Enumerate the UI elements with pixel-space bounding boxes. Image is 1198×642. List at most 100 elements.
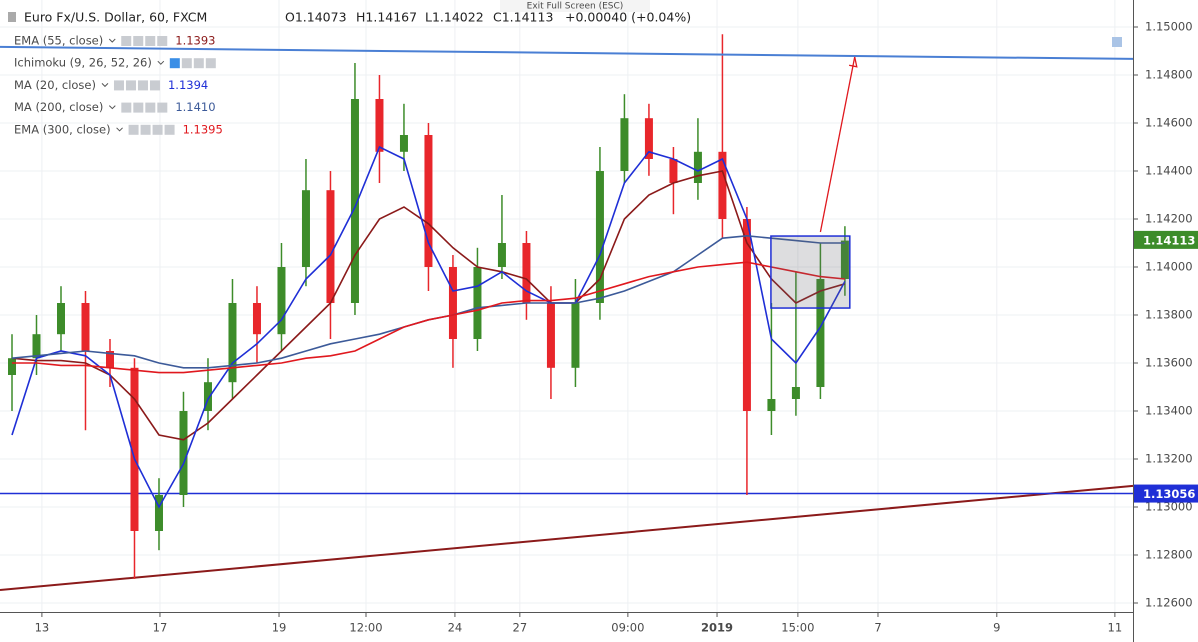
y-tick-label: 1.14400: [1145, 164, 1193, 178]
candle-body: [277, 267, 286, 335]
candle-body: [301, 190, 310, 267]
candle-body: [816, 279, 825, 387]
candle-body: [546, 303, 555, 368]
legend-icon[interactable]: [157, 36, 168, 46]
y-tick-label: 1.13200: [1145, 452, 1193, 466]
legend-icon[interactable]: [157, 102, 168, 113]
x-tick-label: 12:00: [349, 621, 382, 635]
legend-caret: [101, 83, 109, 88]
candle-body: [154, 495, 163, 531]
candle-body: [81, 303, 90, 351]
y-tick-label: 1.13800: [1145, 308, 1193, 322]
candle-body: [522, 243, 531, 303]
header: Euro Fx/U.S. Dollar, 60, FXCM O1.14073 H…: [8, 10, 691, 25]
arrow-head: [848, 56, 858, 68]
candle-body: [791, 387, 800, 399]
legend: EMA (55, close) 1.1393 Ichimoku (9, 26, 52…: [14, 34, 223, 137]
y-tick-label: 1.14000: [1145, 260, 1193, 274]
legend-icon[interactable]: [181, 58, 192, 69]
candle-body: [620, 118, 629, 171]
legend-icon[interactable]: [149, 80, 160, 91]
legend-icon[interactable]: [145, 102, 156, 113]
legend-icon[interactable]: [121, 102, 132, 113]
candle-body: [399, 135, 408, 152]
x-tick-label: 15:00: [781, 621, 814, 635]
y-tick-label: 1.12800: [1145, 548, 1193, 562]
x-tick-label: 19: [272, 621, 287, 635]
legend-icon[interactable]: [169, 58, 180, 69]
collapse-icon[interactable]: [8, 12, 16, 22]
legend-icon[interactable]: [145, 36, 156, 46]
ohlc-open: O1.14073: [285, 10, 347, 25]
legend-caret: [108, 38, 116, 43]
candle-body: [767, 399, 776, 411]
icon[interactable]: [1112, 37, 1122, 47]
candle-body: [840, 240, 849, 279]
candle-body: [571, 303, 580, 368]
candle-body: [32, 334, 41, 359]
legend-icon[interactable]: [193, 58, 204, 69]
y-tick-label: 1.14600: [1145, 116, 1193, 130]
candle-body: [424, 135, 433, 267]
indicator-line: [11, 170, 846, 441]
candle-body: [326, 190, 335, 303]
candle-body: [473, 267, 482, 339]
x-tick-label: 2019: [701, 621, 733, 635]
x-tick-label: 09:00: [611, 621, 644, 635]
legend-icon[interactable]: [128, 124, 139, 135]
legend-icon[interactable]: [125, 80, 136, 91]
y-tick-label: 1.13400: [1145, 404, 1193, 418]
arrow: [819, 56, 856, 233]
candle-body: [179, 411, 188, 495]
symbol-title: Euro Fx/U.S. Dollar, 60, FXCM: [24, 10, 207, 25]
candle-body: [8, 358, 17, 375]
y-tick-label: 1.15000: [1145, 20, 1193, 34]
legend-name: MA (200, close): [14, 100, 103, 114]
highlight-box: [770, 235, 851, 309]
legend-name: MA (20, close): [14, 78, 96, 92]
legend-icon[interactable]: [140, 124, 151, 135]
ohlc-change: +0.00040 (+0.04%): [565, 10, 691, 25]
legend-icon[interactable]: [133, 36, 144, 46]
candle-body: [252, 303, 261, 335]
x-tick-label: 9: [993, 621, 1000, 635]
x-tick-label: 27: [513, 621, 528, 635]
candle-body: [350, 99, 359, 303]
x-tick-label: 13: [35, 621, 50, 635]
notice-box[interactable]: [500, 0, 650, 12]
legend-icon[interactable]: [133, 102, 144, 113]
legend-name: Ichimoku (9, 26, 52, 26): [14, 56, 152, 70]
plot: [0, 34, 1134, 592]
y-tick-label: 1.14200: [1145, 212, 1193, 226]
legend-value: 1.1393: [175, 34, 215, 48]
last-price-label-box: [1134, 230, 1198, 249]
candle-body: [448, 267, 457, 339]
candle-body: [497, 243, 506, 267]
ohlc-close: C1.14113: [493, 10, 553, 25]
resistance-line: [0, 45, 1134, 60]
y-tick-label: 1.13000: [1145, 500, 1193, 514]
indicator-line: [12, 261, 845, 374]
level-price-label-box: [1134, 484, 1198, 503]
exit-fullscreen[interactable]: Exit Full Screen (ESC): [527, 2, 624, 12]
candle-body: [228, 303, 237, 383]
axes: 1.15000 1.14800 1.14600 1.14400 1.14200 1.140…: [35, 20, 1198, 635]
legend-name: EMA (55, close): [14, 34, 103, 48]
y-tick-label: 1.14800: [1145, 68, 1193, 82]
legend-icon[interactable]: [152, 124, 163, 135]
last-price-label: 1.14113: [1143, 233, 1195, 247]
ohlc-low: L1.14022: [425, 10, 484, 25]
legend-icon[interactable]: [137, 80, 148, 91]
candle-body: [595, 171, 604, 303]
y-tick-label: 1.13600: [1145, 356, 1193, 370]
legend-icon[interactable]: [113, 80, 124, 91]
candle-body: [669, 159, 678, 183]
ohlc-high: H1.14167: [356, 10, 417, 25]
legend-icon[interactable]: [121, 36, 132, 46]
legend-icon[interactable]: [164, 124, 175, 135]
indicator-line: [11, 145, 846, 509]
candle-body: [203, 382, 212, 411]
legend-icon[interactable]: [205, 58, 216, 69]
